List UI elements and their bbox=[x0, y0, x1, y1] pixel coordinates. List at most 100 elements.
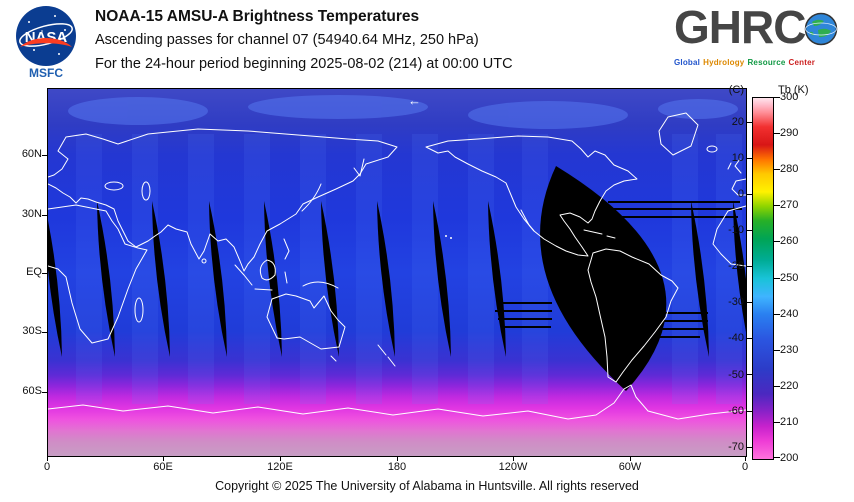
kelvin-tick-label: 280 bbox=[780, 163, 799, 175]
ghrc-word-resource: Resource bbox=[747, 58, 786, 67]
celsius-tick-label: -70 bbox=[728, 441, 744, 453]
lon-label-120e: 120E bbox=[267, 461, 293, 473]
celsius-tick bbox=[746, 374, 752, 375]
ghrc-logo: GHRC Global Hydrology Resource Center bbox=[674, 4, 846, 80]
coast-borneo bbox=[259, 259, 276, 281]
coast-africa-west bbox=[712, 205, 746, 267]
swath-gap bbox=[691, 201, 709, 357]
swath-gap bbox=[48, 220, 62, 357]
celsius-tick-label: 20 bbox=[731, 116, 744, 128]
brightness-temperature-map: ← bbox=[47, 88, 747, 457]
nasa-swoosh bbox=[20, 38, 72, 47]
coast-sri-lanka bbox=[201, 258, 207, 264]
swath-gap bbox=[433, 201, 451, 357]
coast-philippines bbox=[283, 238, 290, 260]
swath-gap bbox=[152, 201, 170, 357]
lon-tick bbox=[280, 457, 281, 461]
coast-cuba bbox=[583, 229, 603, 235]
celsius-tick bbox=[746, 302, 752, 303]
celsius-tick-label: 0 bbox=[737, 188, 744, 200]
coast-sumatra bbox=[234, 264, 253, 286]
ghrc-word-global: Global bbox=[674, 58, 701, 67]
coast-new-zealand bbox=[377, 344, 396, 367]
swath-gap bbox=[209, 201, 227, 357]
lon-tick bbox=[47, 457, 48, 461]
kelvin-tick bbox=[774, 422, 780, 423]
coast-south-america bbox=[587, 248, 679, 383]
kelvin-tick-label: 290 bbox=[780, 127, 799, 139]
orbit-gap-slivers bbox=[48, 201, 746, 357]
kelvin-tick bbox=[774, 205, 780, 206]
lat-tick bbox=[42, 392, 47, 393]
lat-tick bbox=[42, 273, 47, 274]
celsius-tick-label: -60 bbox=[728, 405, 744, 417]
kelvin-tick-label: 270 bbox=[780, 199, 799, 211]
coast-baja bbox=[520, 209, 535, 232]
missing-data-region bbox=[540, 166, 667, 391]
msfc-label: MSFC bbox=[29, 66, 63, 80]
lon-label-0e: 0 bbox=[43, 461, 51, 473]
nasa-stars bbox=[28, 15, 66, 55]
celsius-tick-label: -30 bbox=[728, 296, 744, 308]
lon-label-60e: 60E bbox=[153, 461, 173, 473]
lon-tick bbox=[745, 457, 746, 461]
kelvin-tick-label: 220 bbox=[780, 380, 799, 392]
lat-label-60n: 60N bbox=[21, 148, 42, 160]
lat-label-eq: EQ bbox=[26, 266, 42, 278]
kelvin-tick-label: 250 bbox=[780, 272, 799, 284]
lon-tick bbox=[397, 457, 398, 461]
swath-gap bbox=[264, 201, 282, 357]
lat-tick bbox=[42, 332, 47, 333]
lat-tick bbox=[42, 215, 47, 216]
coastlines bbox=[48, 112, 746, 420]
lon-label-0w: 0 bbox=[741, 461, 749, 473]
celsius-tick bbox=[746, 230, 752, 231]
coast-japan bbox=[301, 183, 322, 212]
kelvin-tick bbox=[774, 314, 780, 315]
coast-java bbox=[254, 288, 273, 291]
kelvin-tick-label: 210 bbox=[780, 416, 799, 428]
colorbar-kelvin-unit: Tb (K) bbox=[778, 84, 809, 96]
swath-gap bbox=[377, 201, 395, 357]
coast-tasmania bbox=[330, 355, 337, 362]
celsius-tick bbox=[746, 411, 752, 412]
nasa-meatball bbox=[16, 6, 76, 66]
swath-gap bbox=[321, 201, 339, 357]
hawaii-islands bbox=[445, 235, 452, 239]
swath-gap bbox=[97, 201, 115, 357]
kelvin-tick-label: 240 bbox=[780, 308, 799, 320]
kelvin-tick-label: 300 bbox=[780, 91, 799, 103]
kelvin-tick bbox=[774, 169, 780, 170]
coast-greenland bbox=[658, 112, 699, 156]
kelvin-tick-label: 230 bbox=[780, 344, 799, 356]
celsius-tick bbox=[746, 338, 752, 339]
lon-label-60w: 60W bbox=[618, 461, 642, 473]
coast-ireland bbox=[727, 162, 732, 170]
ghrc-caption: Global Hydrology Resource Center bbox=[674, 58, 846, 67]
kelvin-tick bbox=[774, 386, 780, 387]
nasa-logo: NASA bbox=[16, 6, 76, 66]
page-title: NOAA-15 AMSU-A Brightness Temperatures bbox=[95, 8, 420, 25]
coast-eurasia bbox=[48, 128, 398, 272]
lon-tick bbox=[630, 457, 631, 461]
kelvin-tick bbox=[774, 97, 780, 98]
coast-hispaniola bbox=[606, 235, 616, 239]
coast-madagascar bbox=[134, 297, 144, 323]
black-sea bbox=[104, 181, 124, 191]
lon-tick bbox=[513, 457, 514, 461]
caspian-sea bbox=[141, 181, 151, 201]
coast-antarctica bbox=[48, 384, 746, 420]
subtitle-channel: Ascending passes for channel 07 (54940.6… bbox=[95, 32, 479, 48]
nasa-orbit bbox=[19, 23, 73, 47]
celsius-tick-label: -10 bbox=[728, 224, 744, 236]
globe-icon bbox=[804, 12, 838, 46]
lat-label-30s: 30S bbox=[22, 325, 42, 337]
coast-north-america bbox=[425, 135, 638, 257]
orbit-direction-arrow-icon: ← bbox=[408, 93, 421, 108]
kelvin-tick-label: 200 bbox=[780, 452, 799, 464]
kelvin-tick bbox=[774, 457, 780, 458]
celsius-tick bbox=[746, 447, 752, 448]
celsius-tick bbox=[746, 158, 752, 159]
kelvin-tick bbox=[774, 350, 780, 351]
kelvin-tick bbox=[774, 133, 780, 134]
